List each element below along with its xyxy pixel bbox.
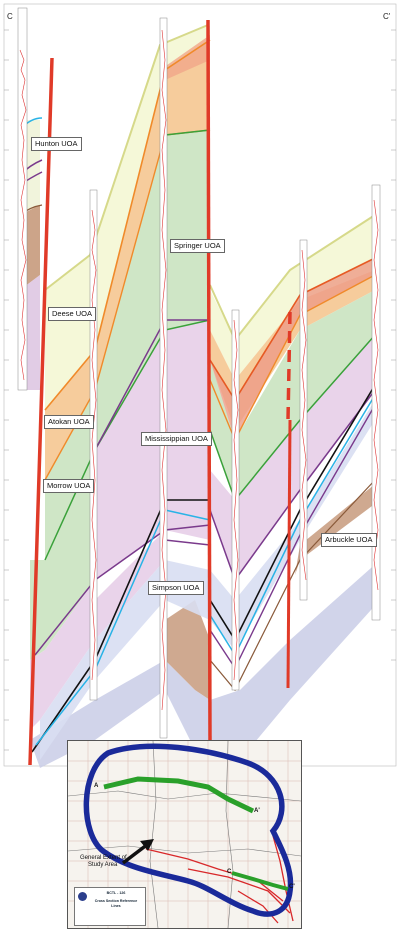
label-mississippian-uoa: Mississippian UOA bbox=[141, 432, 212, 446]
label-morrow-uoa: Morrow UOA bbox=[43, 479, 95, 493]
purple-horizon-line bbox=[34, 524, 211, 656]
legend-line2: Cross Section Reference bbox=[94, 899, 138, 903]
legend-line1: BCTL - 126 bbox=[106, 891, 126, 895]
county-boundaries bbox=[68, 741, 301, 928]
deese-top-line bbox=[44, 24, 209, 291]
well-log-6 bbox=[371, 184, 381, 621]
inset-map-graphic bbox=[68, 741, 301, 928]
section-line-c bbox=[231, 871, 289, 891]
cross-section: C C' Hunton UOA Deese UOA Springer UOA A… bbox=[3, 3, 397, 768]
mississippian-fill-left bbox=[30, 530, 165, 730]
fault-middle bbox=[206, 19, 212, 741]
cross-section-graphic bbox=[3, 3, 397, 768]
inset-map: A A' C C' General Extent of Study Area B… bbox=[67, 740, 302, 929]
study-area-outline bbox=[83, 743, 294, 917]
well-log-2 bbox=[89, 189, 98, 701]
lower-blue-fill bbox=[40, 400, 375, 760]
cyan-horizon-line-right bbox=[209, 394, 376, 657]
label-deese-uoa: Deese UOA bbox=[48, 307, 97, 321]
cyan-horizon-line bbox=[35, 509, 211, 746]
section-line-a bbox=[103, 776, 255, 814]
green-horizon-line bbox=[44, 319, 211, 561]
inset-label-c: C bbox=[227, 869, 232, 875]
purple-low-line-right bbox=[209, 404, 376, 670]
fault-left bbox=[28, 57, 54, 766]
agency-logo bbox=[78, 892, 87, 901]
depth-ticks-right bbox=[391, 29, 396, 661]
black-horizon-line bbox=[31, 499, 210, 753]
deese-top-line-right bbox=[209, 214, 376, 342]
study-area-label-line1: General Extent of bbox=[80, 855, 127, 861]
brown-band-middle bbox=[165, 600, 210, 700]
corner-label-left: C bbox=[7, 12, 13, 21]
inset-label-c-prime: C' bbox=[289, 884, 295, 890]
atokan-top-line bbox=[44, 39, 211, 411]
purple-horizon-line-right bbox=[209, 389, 376, 582]
well-log-1 bbox=[17, 7, 28, 391]
inset-label-a-prime: A' bbox=[254, 808, 260, 814]
inset-legend: BCTL - 126 Cross Section Reference Lines bbox=[74, 887, 146, 926]
well-log-5 bbox=[299, 239, 308, 601]
purple-low-line-mid bbox=[164, 539, 211, 546]
springer-fill-left bbox=[30, 450, 95, 660]
corner-label-right: C' bbox=[383, 12, 391, 21]
study-area-arrowhead bbox=[140, 839, 154, 851]
inset-label-a: A bbox=[94, 783, 99, 789]
brown-band-right bbox=[295, 480, 380, 575]
green-horizon-top bbox=[164, 129, 211, 136]
black-horizon-line-right bbox=[209, 384, 376, 642]
fault-traces bbox=[145, 835, 294, 924]
atokan-red-right bbox=[210, 258, 375, 440]
well-log-4 bbox=[231, 309, 240, 691]
brown-low-line bbox=[209, 479, 376, 692]
well-log-3 bbox=[159, 17, 168, 739]
study-area-arrow bbox=[121, 842, 150, 865]
lower-band bbox=[30, 560, 380, 768]
label-hunton-uoa: Hunton UOA bbox=[31, 137, 82, 151]
label-springer-uoa: Springer UOA bbox=[170, 239, 225, 253]
atokan-top-line-right bbox=[209, 257, 376, 402]
study-area-label-line2: Study Area bbox=[88, 862, 118, 868]
depth-ticks-left bbox=[4, 29, 9, 751]
label-atokan-uoa: Atokan UOA bbox=[44, 415, 94, 429]
deese-fill bbox=[45, 25, 375, 410]
label-simpson-uoa: Simpson UOA bbox=[148, 581, 204, 595]
legend-line3: Lines bbox=[111, 904, 121, 908]
springer-top-line-right bbox=[209, 274, 376, 442]
green-horizon-line-right bbox=[209, 334, 376, 502]
label-arbuckle-uoa: Arbuckle UOA bbox=[321, 533, 377, 547]
fault-right bbox=[286, 419, 292, 689]
